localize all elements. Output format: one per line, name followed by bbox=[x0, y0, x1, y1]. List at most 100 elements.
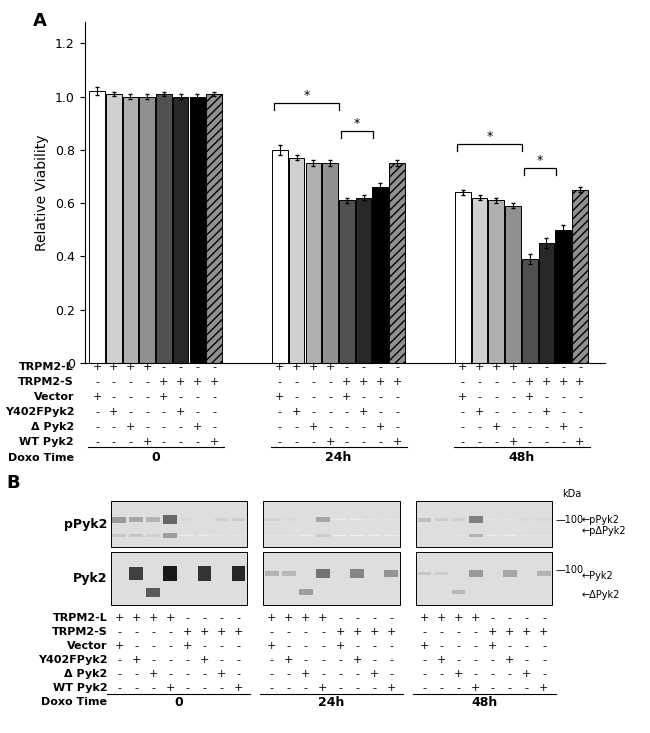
Text: -: - bbox=[129, 408, 133, 417]
Text: Δ Pyk2: Δ Pyk2 bbox=[31, 422, 74, 432]
Bar bbox=[505, 206, 521, 363]
Text: -: - bbox=[542, 613, 546, 623]
Text: +: + bbox=[109, 362, 118, 372]
Text: -: - bbox=[168, 627, 172, 637]
Bar bbox=[537, 518, 551, 520]
Text: -: - bbox=[372, 641, 376, 651]
Text: -: - bbox=[287, 627, 291, 637]
Text: -: - bbox=[134, 669, 138, 679]
Text: -: - bbox=[389, 669, 393, 679]
Text: -: - bbox=[578, 408, 582, 417]
Text: +: + bbox=[454, 613, 463, 623]
Text: -: - bbox=[220, 655, 224, 665]
Text: -: - bbox=[202, 683, 206, 693]
Text: -: - bbox=[196, 408, 200, 417]
Text: 0: 0 bbox=[151, 451, 160, 464]
Text: -: - bbox=[395, 392, 399, 402]
Text: +: + bbox=[275, 392, 285, 402]
Bar bbox=[111, 552, 247, 605]
Text: -: - bbox=[494, 408, 499, 417]
Text: +: + bbox=[148, 613, 158, 623]
Text: -: - bbox=[212, 362, 216, 372]
Text: -: - bbox=[395, 422, 399, 432]
Text: +: + bbox=[284, 613, 294, 623]
Bar bbox=[163, 515, 177, 524]
Text: +: + bbox=[471, 683, 480, 693]
Text: -: - bbox=[395, 362, 399, 372]
Text: +: + bbox=[284, 655, 294, 665]
Bar bbox=[322, 163, 338, 363]
Bar bbox=[89, 91, 105, 363]
Text: +: + bbox=[142, 438, 152, 447]
Text: *: * bbox=[536, 154, 543, 167]
Bar bbox=[435, 572, 448, 575]
Bar bbox=[265, 518, 279, 521]
Text: -: - bbox=[196, 438, 200, 447]
Text: -: - bbox=[304, 655, 308, 665]
Text: +: + bbox=[125, 362, 135, 372]
Bar bbox=[350, 570, 364, 578]
Text: +: + bbox=[216, 669, 226, 679]
Text: -: - bbox=[196, 392, 200, 402]
Text: +: + bbox=[131, 655, 141, 665]
Text: -: - bbox=[422, 669, 426, 679]
Bar bbox=[503, 570, 517, 577]
Bar bbox=[156, 94, 172, 363]
Text: -: - bbox=[355, 669, 359, 679]
Bar bbox=[206, 94, 222, 363]
Text: *: * bbox=[354, 117, 360, 130]
Text: -: - bbox=[439, 669, 443, 679]
Text: -: - bbox=[328, 408, 332, 417]
Text: -: - bbox=[561, 362, 566, 372]
Text: -: - bbox=[117, 627, 121, 637]
Text: -: - bbox=[311, 377, 315, 387]
Text: +: + bbox=[387, 627, 396, 637]
Text: +: + bbox=[267, 641, 276, 651]
Bar bbox=[146, 517, 160, 522]
Text: -: - bbox=[461, 438, 465, 447]
Text: -: - bbox=[561, 438, 566, 447]
Text: -: - bbox=[321, 627, 325, 637]
Bar bbox=[418, 572, 432, 575]
Text: TRPM2-L: TRPM2-L bbox=[53, 613, 107, 623]
Bar bbox=[146, 588, 160, 597]
Text: -: - bbox=[525, 613, 529, 623]
Text: -: - bbox=[179, 438, 183, 447]
Bar bbox=[282, 571, 296, 576]
Text: -: - bbox=[457, 641, 461, 651]
Bar bbox=[389, 163, 405, 363]
Bar bbox=[384, 519, 398, 520]
Bar bbox=[418, 517, 432, 522]
Bar bbox=[231, 566, 245, 581]
Text: -: - bbox=[270, 655, 274, 665]
Text: -: - bbox=[294, 377, 298, 387]
Text: -: - bbox=[561, 408, 566, 417]
Bar bbox=[265, 571, 279, 576]
Text: -: - bbox=[478, 438, 482, 447]
Text: -: - bbox=[491, 613, 495, 623]
Text: -: - bbox=[378, 408, 382, 417]
Text: +: + bbox=[292, 408, 302, 417]
Bar bbox=[231, 518, 245, 521]
Text: +: + bbox=[522, 627, 532, 637]
Bar bbox=[537, 571, 551, 576]
Text: -: - bbox=[508, 641, 512, 651]
Text: -: - bbox=[95, 422, 99, 432]
Text: -: - bbox=[338, 669, 342, 679]
Bar bbox=[163, 566, 177, 581]
Text: A: A bbox=[32, 12, 46, 30]
Text: -: - bbox=[112, 422, 116, 432]
Bar bbox=[263, 552, 400, 605]
Text: +: + bbox=[200, 655, 209, 665]
Text: +: + bbox=[216, 627, 226, 637]
Bar bbox=[469, 534, 482, 537]
Bar bbox=[555, 229, 571, 363]
Bar bbox=[265, 535, 279, 536]
Text: -: - bbox=[311, 392, 315, 402]
Text: -: - bbox=[508, 613, 512, 623]
Text: -: - bbox=[117, 669, 121, 679]
Bar bbox=[112, 534, 126, 537]
Text: +: + bbox=[352, 627, 362, 637]
Text: 24h: 24h bbox=[318, 696, 344, 709]
Text: -: - bbox=[474, 641, 478, 651]
